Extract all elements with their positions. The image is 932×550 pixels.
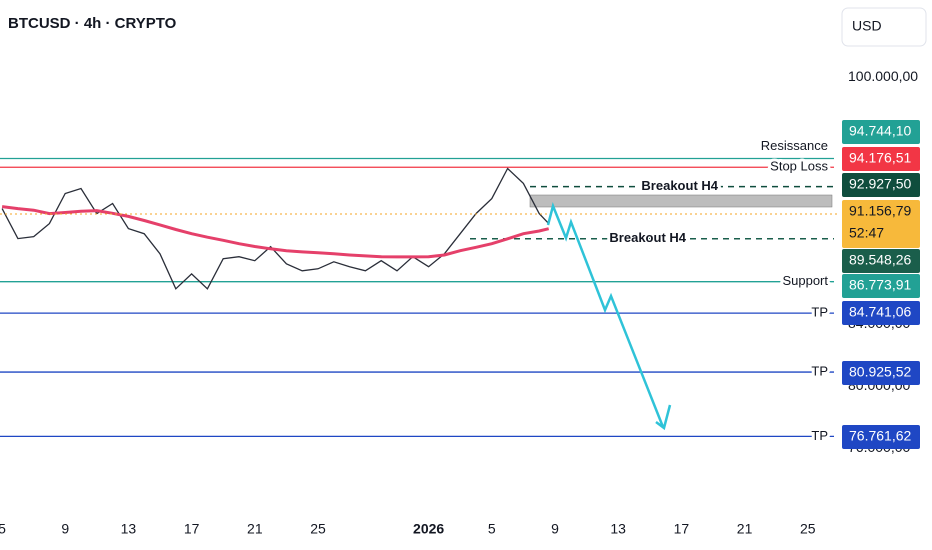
price-box-label: 94.744,10 bbox=[849, 123, 911, 139]
price-box-label: 86.773,91 bbox=[849, 277, 911, 293]
level-label: Stop Loss bbox=[770, 159, 828, 174]
x-tick-label: 13 bbox=[121, 521, 137, 537]
currency-button[interactable] bbox=[841, 7, 927, 47]
countdown-label: 52:47 bbox=[849, 225, 884, 241]
level-label: Breakout H4 bbox=[609, 230, 686, 245]
level-label: TP bbox=[811, 305, 828, 320]
symbol-title: BTCUSD · 4h · CRYPTO bbox=[8, 15, 177, 32]
price-box-label: 80.925,52 bbox=[849, 364, 911, 380]
level-label: Resissance bbox=[761, 138, 828, 153]
current-price-box bbox=[842, 200, 920, 248]
x-tick-label: 17 bbox=[674, 521, 690, 537]
price-box bbox=[842, 120, 920, 144]
price-box-label: 84.741,06 bbox=[849, 304, 911, 320]
x-tick-label: 5 bbox=[0, 521, 6, 537]
price-box bbox=[842, 173, 920, 197]
x-tick-label: 9 bbox=[61, 521, 69, 537]
price-box bbox=[842, 274, 920, 298]
price-box bbox=[842, 147, 920, 171]
x-tick-label: 21 bbox=[247, 521, 263, 537]
price-box bbox=[842, 361, 920, 385]
current-price-label: 91.156,79 bbox=[849, 203, 911, 219]
x-tick-label: 13 bbox=[610, 521, 626, 537]
level-label: TP bbox=[811, 428, 828, 443]
price-box bbox=[842, 425, 920, 449]
x-tick-label: 9 bbox=[551, 521, 559, 537]
x-tick-label: 21 bbox=[737, 521, 753, 537]
price-box-label: 94.176,51 bbox=[849, 150, 911, 166]
x-tick-label: 5 bbox=[488, 521, 496, 537]
level-label: TP bbox=[811, 363, 828, 378]
level-label: Breakout H4 bbox=[641, 178, 718, 193]
y-tick-label: 100.000,00 bbox=[848, 68, 918, 84]
price-box bbox=[842, 249, 920, 273]
x-tick-label: 17 bbox=[184, 521, 200, 537]
level-label: Support bbox=[782, 273, 828, 288]
currency-label[interactable]: USD bbox=[852, 18, 882, 34]
price-line bbox=[1, 205, 550, 259]
price-box bbox=[842, 301, 920, 325]
x-tick-label: 25 bbox=[800, 521, 816, 537]
projection-arrow-head bbox=[655, 404, 672, 431]
breakout-zone bbox=[529, 194, 833, 208]
x-tick-label: 2026 bbox=[413, 521, 444, 537]
x-tick-label: 25 bbox=[310, 521, 326, 537]
price-box-label: 76.761,62 bbox=[849, 428, 911, 444]
projection-arrow bbox=[546, 202, 665, 428]
price-box-label: 92.927,50 bbox=[849, 176, 911, 192]
price-box-label: 89.548,26 bbox=[849, 252, 911, 268]
